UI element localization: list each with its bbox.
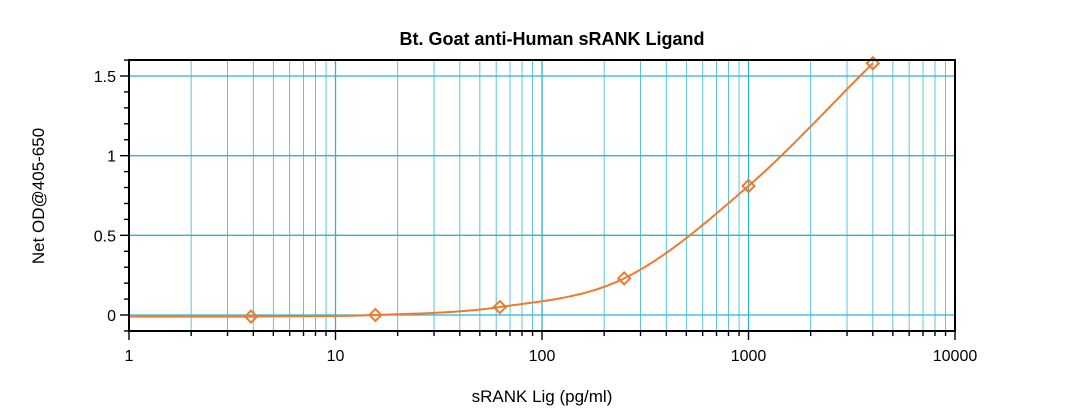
x-tick-label: 1000 xyxy=(731,348,767,365)
y-tick-label: 1.5 xyxy=(94,69,116,86)
x-axis-label: sRANK Lig (pg/ml) xyxy=(472,387,613,406)
data-point-marker xyxy=(492,299,508,315)
x-tick-label: 10000 xyxy=(933,348,978,365)
data-point-marker xyxy=(243,309,259,325)
fit-curve xyxy=(129,62,874,318)
y-tick-label: 1 xyxy=(107,149,116,166)
y-axis-label: Net OD@405-650 xyxy=(29,128,48,264)
data-point-marker xyxy=(865,55,881,71)
x-tick-label: 100 xyxy=(529,348,556,365)
x-tick-label: 1 xyxy=(125,348,134,365)
x-tick-label: 10 xyxy=(327,348,345,365)
y-tick-label: 0.5 xyxy=(94,228,116,245)
chart-title: Bt. Goat anti-Human sRANK Ligand xyxy=(400,29,705,49)
grid-lines xyxy=(128,60,955,331)
axis-ticks: 1 10 100 1000 10000 0 0.5 1 1.5 xyxy=(94,59,978,365)
series-layer xyxy=(129,55,881,325)
data-point-marker xyxy=(616,270,632,286)
data-point-marker xyxy=(741,178,756,194)
y-tick-label: 0 xyxy=(107,308,116,325)
data-point-marker xyxy=(367,307,383,323)
